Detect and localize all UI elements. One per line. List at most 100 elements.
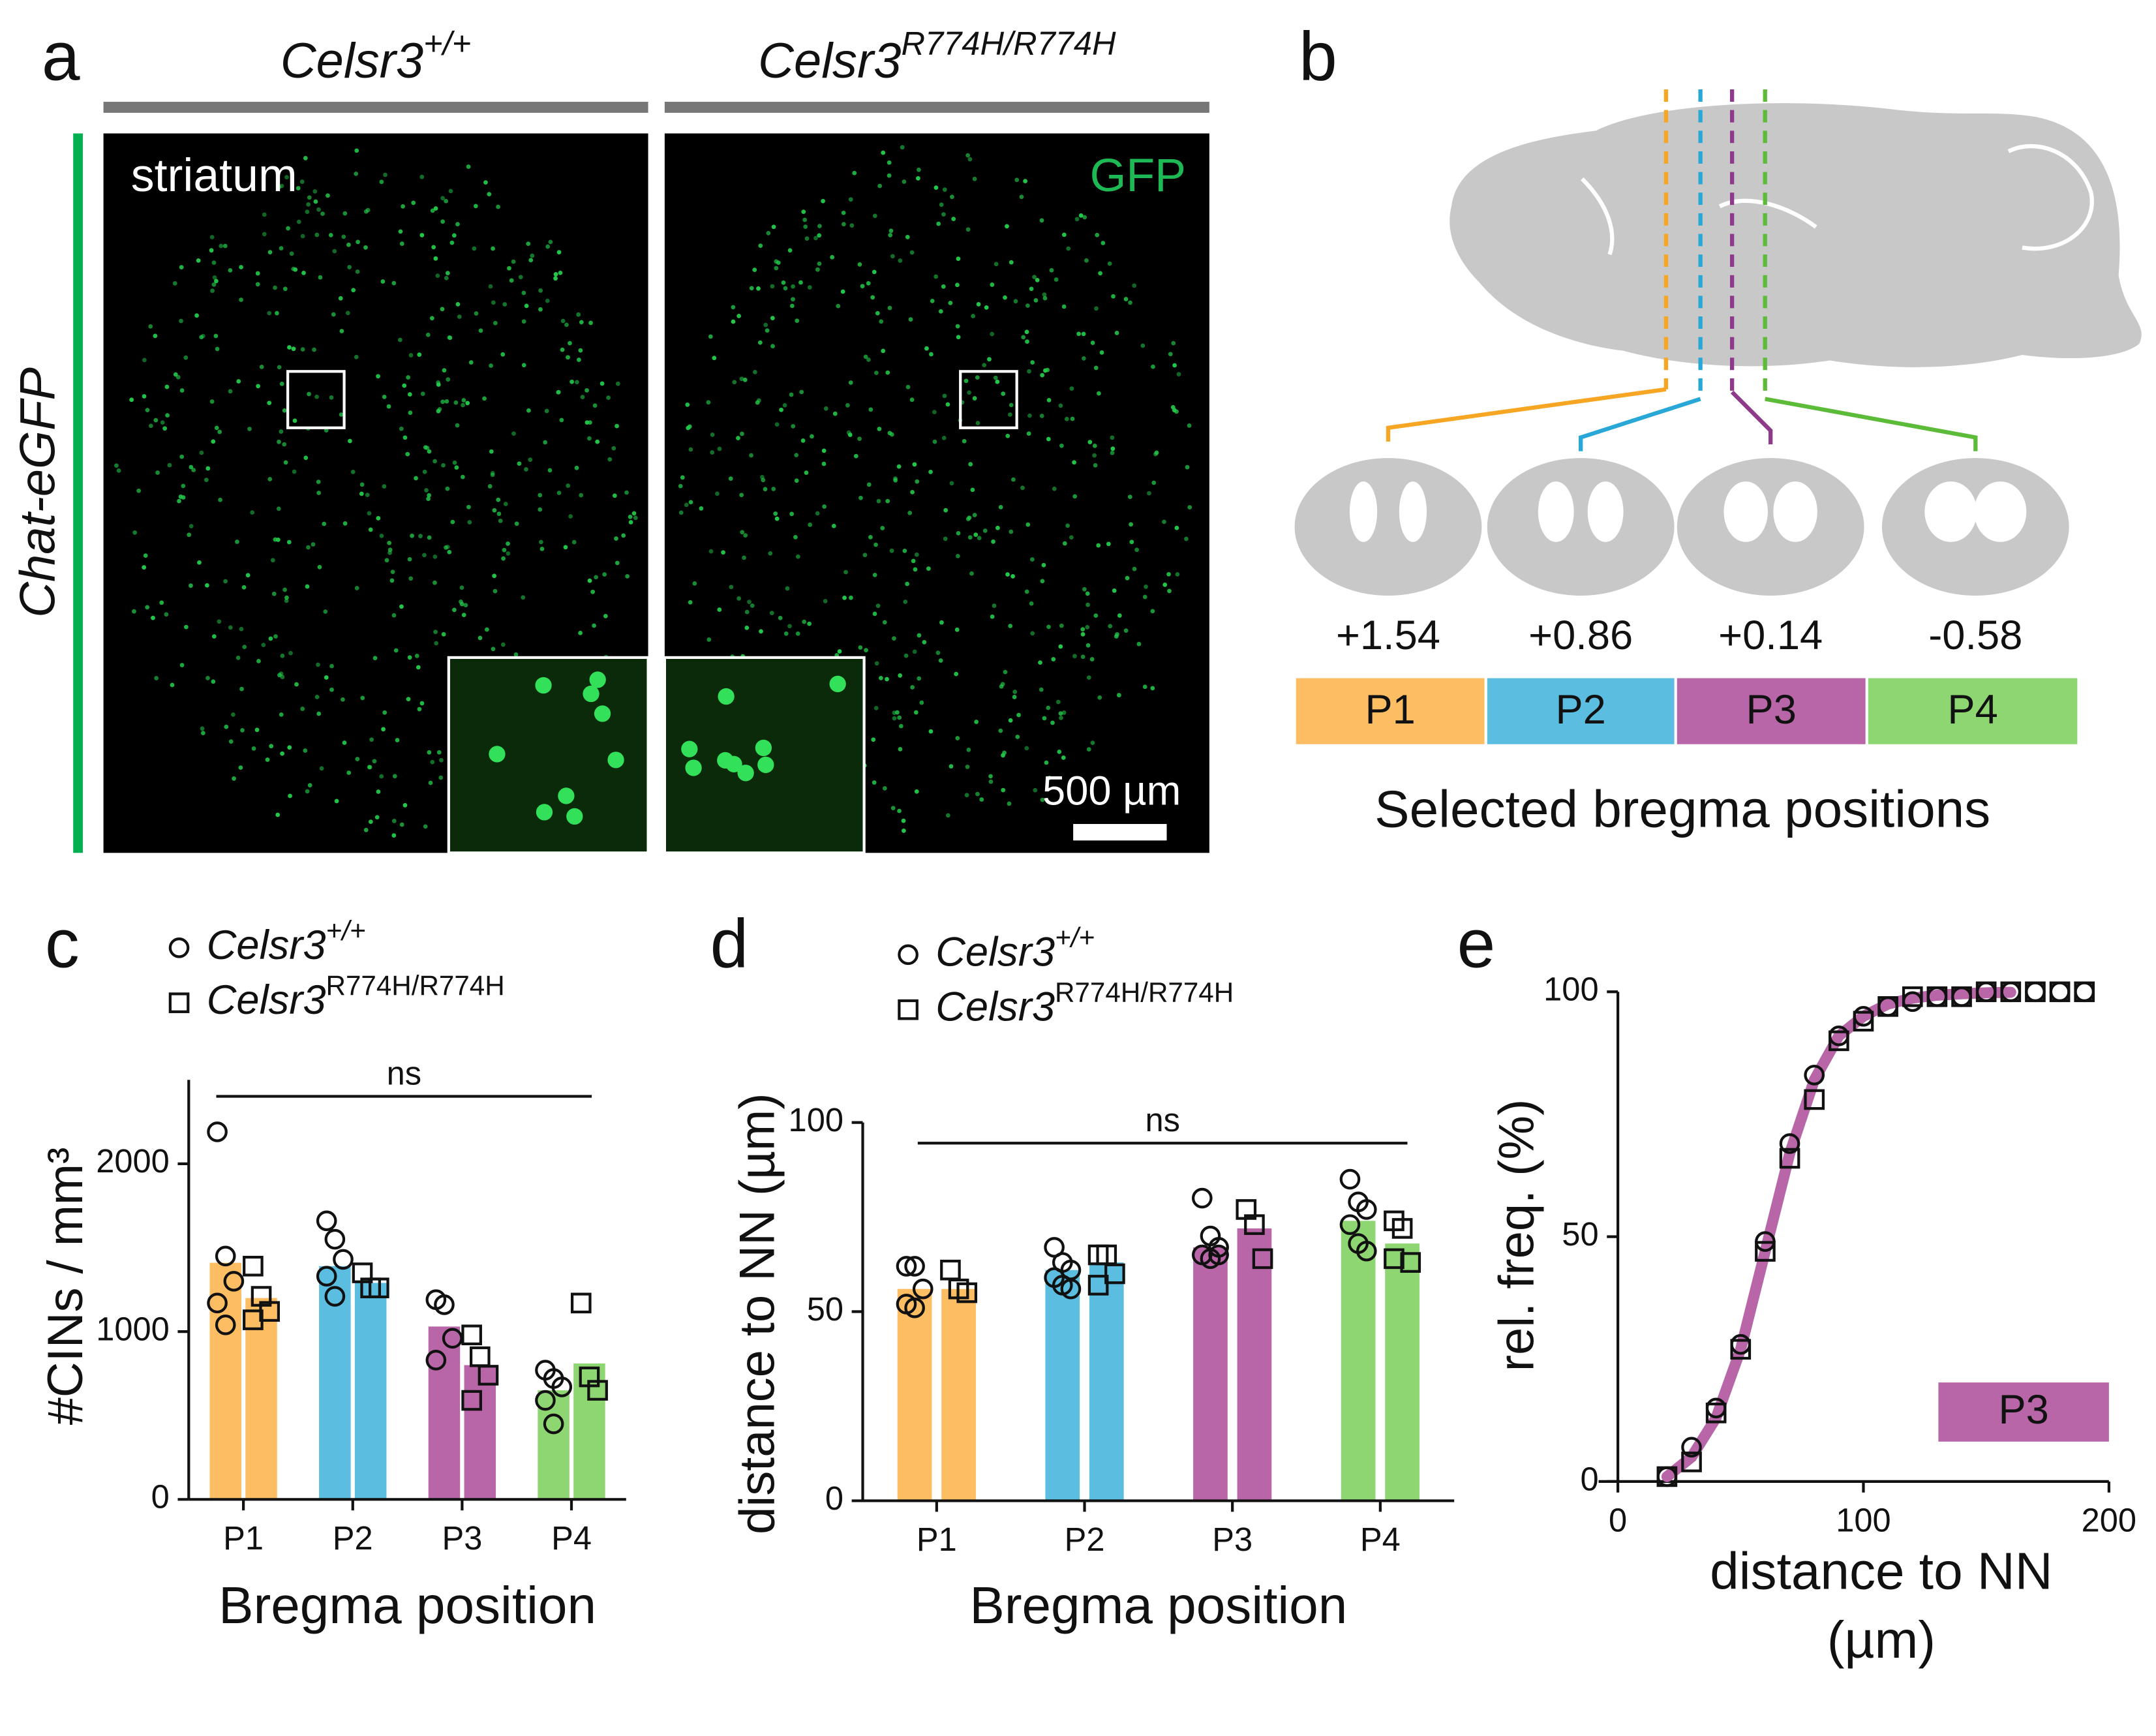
group-bar bbox=[664, 102, 1209, 113]
cell bbox=[1042, 368, 1048, 373]
cell bbox=[164, 384, 170, 389]
cell bbox=[1046, 624, 1051, 630]
cell bbox=[972, 513, 977, 517]
point bbox=[1087, 1275, 1109, 1296]
cell bbox=[454, 465, 459, 470]
cell bbox=[273, 285, 277, 290]
cell bbox=[731, 305, 736, 310]
cell bbox=[1029, 601, 1034, 606]
cell bbox=[1069, 535, 1074, 540]
cell bbox=[1085, 625, 1090, 630]
cell bbox=[821, 198, 825, 204]
cell bbox=[994, 262, 999, 267]
point bbox=[1252, 1248, 1273, 1270]
cell bbox=[1050, 720, 1055, 725]
cell bbox=[521, 290, 526, 296]
cell bbox=[1019, 194, 1024, 200]
cell bbox=[1001, 787, 1006, 793]
cell bbox=[307, 783, 312, 787]
cell bbox=[706, 400, 711, 405]
bregma-label: +0.14 bbox=[1718, 613, 1823, 658]
cell bbox=[721, 550, 725, 555]
cell bbox=[810, 434, 814, 439]
cell bbox=[802, 217, 808, 222]
cell bbox=[382, 395, 387, 399]
cell bbox=[1128, 300, 1132, 305]
legend-genotype: R774H/R774H bbox=[326, 970, 505, 1001]
cell bbox=[866, 357, 871, 362]
cell bbox=[1106, 541, 1111, 547]
cell bbox=[848, 380, 853, 385]
cell bbox=[807, 621, 812, 626]
point bbox=[904, 1256, 925, 1277]
cell bbox=[580, 395, 585, 399]
y-tick-label: 50 bbox=[1562, 1215, 1598, 1253]
point bbox=[896, 1256, 917, 1277]
cell bbox=[807, 285, 812, 290]
cell bbox=[1001, 391, 1006, 396]
point bbox=[956, 1282, 978, 1303]
cell bbox=[917, 633, 922, 638]
cell bbox=[487, 484, 493, 489]
cell bbox=[938, 658, 943, 663]
cell bbox=[473, 204, 478, 209]
cell bbox=[744, 625, 750, 630]
cell bbox=[489, 449, 494, 454]
group-bar bbox=[103, 102, 648, 113]
cell bbox=[341, 697, 345, 702]
brain-detail bbox=[1581, 144, 2094, 256]
cell bbox=[401, 204, 405, 209]
point bbox=[425, 1350, 447, 1371]
cell bbox=[1150, 686, 1155, 691]
point bbox=[215, 1245, 236, 1267]
cell bbox=[506, 541, 510, 546]
cell bbox=[247, 427, 252, 431]
cell bbox=[354, 586, 359, 590]
cell bbox=[425, 332, 431, 337]
cell bbox=[181, 495, 186, 500]
cell bbox=[294, 682, 299, 687]
position-box bbox=[1296, 678, 1485, 744]
point bbox=[570, 1292, 592, 1314]
cell bbox=[196, 258, 201, 263]
cell bbox=[817, 233, 822, 238]
cell bbox=[279, 712, 284, 717]
cell bbox=[1110, 450, 1115, 455]
cell bbox=[823, 406, 828, 411]
cell bbox=[1033, 297, 1039, 303]
cell bbox=[966, 748, 971, 752]
cell bbox=[411, 200, 416, 206]
cell bbox=[1136, 641, 1142, 647]
cell bbox=[283, 460, 288, 465]
cell bbox=[1107, 261, 1112, 266]
cell bbox=[501, 556, 506, 561]
cell bbox=[913, 567, 918, 572]
cell bbox=[506, 551, 511, 556]
point bbox=[243, 1255, 264, 1277]
cell bbox=[804, 236, 810, 241]
cell bbox=[972, 396, 977, 401]
cell bbox=[1061, 304, 1067, 309]
cell bbox=[569, 379, 574, 384]
cell bbox=[319, 766, 324, 771]
cell bbox=[222, 243, 228, 249]
cell bbox=[1040, 373, 1045, 378]
cell bbox=[1039, 414, 1044, 418]
point bbox=[1804, 1065, 1825, 1086]
cell bbox=[286, 226, 290, 231]
column-label: Celsr3+/+ bbox=[281, 25, 471, 89]
cell bbox=[239, 686, 244, 692]
cell bbox=[879, 676, 883, 680]
cell bbox=[369, 737, 374, 742]
cell bbox=[320, 211, 325, 216]
cell bbox=[433, 256, 438, 261]
point bbox=[1705, 1403, 1727, 1424]
cell bbox=[715, 491, 720, 496]
cell bbox=[793, 535, 798, 540]
cells bbox=[114, 145, 1192, 838]
y-tick-label: 100 bbox=[789, 1101, 843, 1138]
cell bbox=[435, 273, 440, 278]
cell bbox=[204, 478, 209, 482]
cell bbox=[177, 498, 181, 504]
cell bbox=[763, 322, 768, 327]
